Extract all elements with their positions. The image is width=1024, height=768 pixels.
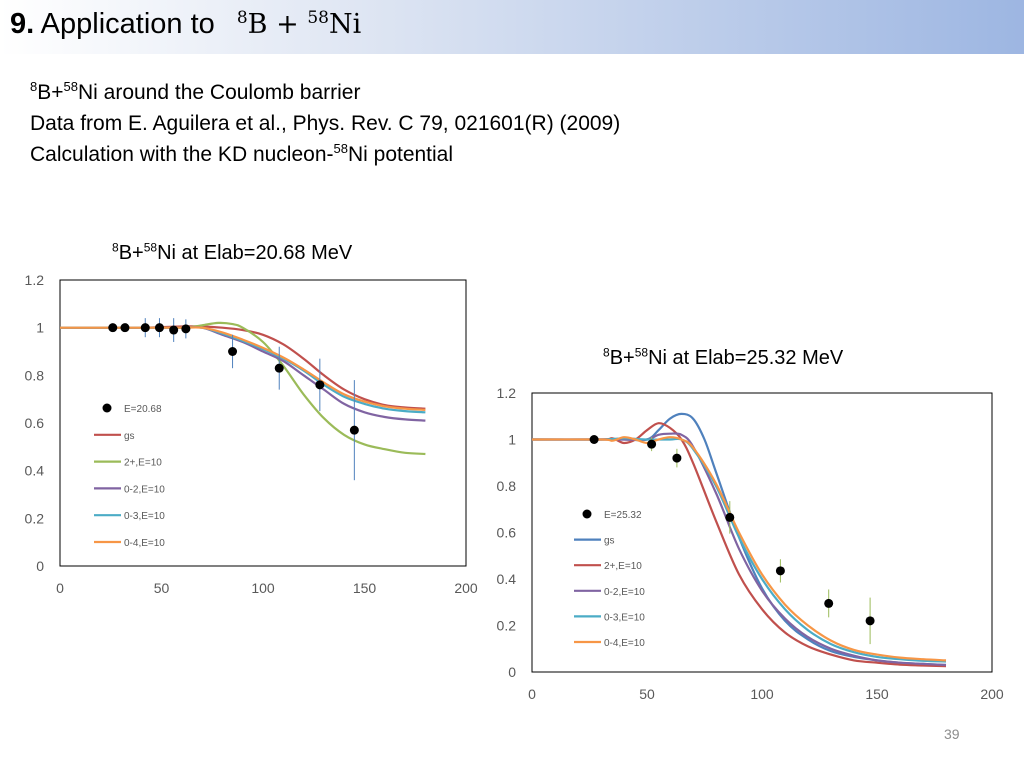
y-tick-label: 1.2 (25, 272, 45, 288)
data-point (228, 347, 238, 356)
x-tick-label: 150 (865, 686, 889, 702)
info-text: 8B+58Ni around the Coulomb barrier Data … (30, 77, 620, 170)
series-line-0-3-e-10 (531, 437, 947, 663)
chart-1-title: 8B+58Ni at Elab=20.68 MeV (112, 240, 353, 265)
info-line-2: Data from E. Aguilera et al., Phys. Rev.… (30, 112, 621, 135)
mass-number: 58 (333, 141, 348, 156)
chart-title-part: B+ (609, 347, 635, 369)
data-point (108, 323, 118, 333)
chart-title-part: Ni at Elab=20.68 MeV (157, 242, 353, 264)
legend-label: gs (124, 431, 135, 442)
legend-label: 0-3,E=10 (604, 612, 645, 623)
y-tick-label: 0 (508, 664, 516, 680)
info-text-part: Ni around the Coulomb barrier (77, 81, 361, 104)
chart-1: 0 0.2 0.4 0.6 0.8 1 1.2 0 50 100 150 200 E=20.68 gs 2+… (25, 272, 478, 596)
chart-2-title: 8B+58Ni at Elab=25.32 MeV (603, 345, 844, 370)
legend-label: 2+,E=10 (604, 561, 642, 572)
x-tick-label: 0 (528, 686, 536, 702)
mass-number: 58 (143, 240, 158, 255)
data-point (120, 323, 130, 333)
plot-area (59, 279, 467, 567)
data-point (349, 425, 359, 435)
x-tick-label: 150 (353, 580, 377, 596)
data-point (725, 512, 735, 522)
projectile-symbol: B (247, 9, 268, 40)
reaction-formula: 8B + 58Ni (237, 9, 361, 40)
legend-label: E=20.68 (124, 404, 162, 415)
y-tick-label: 0 (36, 558, 44, 574)
x-tick-label: 50 (154, 580, 170, 596)
y-tick-label: 0.4 (497, 571, 517, 587)
data-point (865, 616, 875, 626)
data-point (181, 324, 191, 334)
data-point (672, 453, 682, 463)
y-tick-label: 0.8 (25, 367, 45, 383)
mass-number: 8 (112, 240, 119, 255)
data-point (589, 435, 599, 444)
target-symbol: Ni (328, 9, 362, 40)
data-point (315, 380, 325, 390)
data-point (274, 363, 284, 373)
y-tick-label: 0.2 (497, 618, 517, 634)
info-text-part: Calculation with the KD nucleon- (30, 143, 334, 166)
x-tick-label: 100 (750, 686, 774, 702)
slide-number: 9. (10, 8, 35, 40)
x-tick-label: 50 (639, 686, 655, 702)
y-tick-label: 1 (36, 320, 44, 336)
mass-number: 58 (63, 79, 78, 94)
legend-label: 0-2,E=10 (124, 484, 165, 495)
data-point (647, 439, 657, 449)
data-point (154, 323, 164, 333)
mass-number: 8 (30, 79, 38, 94)
chart-title-part: B+ (118, 242, 144, 264)
info-line-3: Calculation with the KD nucleon-58Ni pot… (30, 139, 620, 170)
slide-title-text: Application to (40, 8, 215, 40)
y-tick-label: 0.4 (25, 463, 45, 479)
legend-label: gs (604, 536, 615, 547)
plus-sign: + (267, 9, 308, 40)
x-tick-label: 200 (980, 686, 1004, 702)
x-tick-label: 0 (56, 580, 64, 596)
y-tick-label: 1 (508, 432, 516, 448)
y-tick-label: 0.6 (497, 525, 517, 541)
mass-number: 58 (634, 345, 649, 360)
x-tick-label: 200 (454, 580, 478, 596)
legend-label: 0-2,E=10 (604, 587, 645, 598)
x-tick-label: 100 (251, 580, 275, 596)
y-tick-label: 1.2 (497, 385, 517, 401)
info-text-part: B+ (37, 81, 64, 104)
y-tick-label: 0.8 (497, 478, 517, 494)
legend-marker (102, 403, 112, 413)
y-tick-label: 0.6 (25, 415, 45, 431)
data-point (140, 323, 150, 333)
page-number: 39 (944, 726, 960, 742)
legend-label: 0-4,E=10 (124, 538, 165, 549)
legend-label: 0-4,E=10 (604, 638, 645, 649)
legend-label: 0-3,E=10 (124, 511, 165, 522)
data-point (169, 325, 179, 335)
mass-number: 8 (603, 345, 610, 360)
chart-title-part: Ni at Elab=25.32 MeV (648, 347, 844, 369)
target-mass: 58 (307, 8, 329, 28)
info-text-part: Ni potential (347, 143, 454, 166)
plot-area (531, 392, 993, 673)
series-line-0-4-e-10 (531, 436, 947, 662)
data-point (775, 566, 785, 576)
series-line-2-e-10 (531, 422, 947, 668)
legend-marker (582, 509, 592, 519)
data-point (824, 598, 834, 608)
slide-title: 9. Application to 8B + 58Ni (10, 8, 361, 41)
legend-label: E=25.32 (604, 510, 642, 521)
chart-2: 0 0.2 0.4 0.6 0.8 1 1.2 0 50 100 150 200 E=25.32 gs 2+… (497, 385, 1004, 702)
info-line-1: 8B+58Ni around the Coulomb barrier (30, 77, 620, 108)
y-tick-label: 0.2 (25, 510, 45, 526)
legend-label: 2+,E=10 (124, 458, 162, 469)
projectile-mass: 8 (236, 8, 248, 28)
title-bar (0, 0, 1024, 54)
